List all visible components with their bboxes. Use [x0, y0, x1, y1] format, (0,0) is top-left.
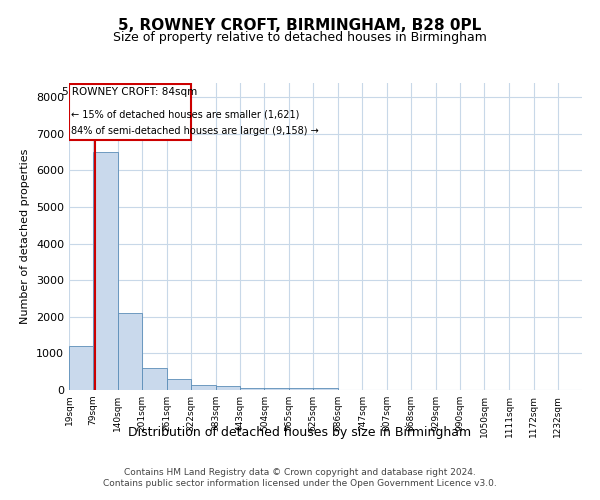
- Bar: [142, 368, 167, 390]
- Text: Size of property relative to detached houses in Birmingham: Size of property relative to detached ho…: [113, 31, 487, 44]
- Bar: [313, 388, 338, 390]
- Text: Distribution of detached houses by size in Birmingham: Distribution of detached houses by size …: [128, 426, 472, 439]
- Bar: [240, 388, 265, 390]
- Text: Contains HM Land Registry data © Crown copyright and database right 2024.: Contains HM Land Registry data © Crown c…: [124, 468, 476, 477]
- Text: 5, ROWNEY CROFT, BIRMINGHAM, B28 0PL: 5, ROWNEY CROFT, BIRMINGHAM, B28 0PL: [118, 18, 482, 32]
- Text: ← 15% of detached houses are smaller (1,621): ← 15% of detached houses are smaller (1,…: [71, 110, 299, 120]
- Bar: [215, 386, 240, 390]
- Bar: [93, 152, 118, 390]
- Bar: [289, 388, 313, 390]
- Y-axis label: Number of detached properties: Number of detached properties: [20, 148, 31, 324]
- Bar: [118, 313, 142, 390]
- Text: Contains public sector information licensed under the Open Government Licence v3: Contains public sector information licen…: [103, 480, 497, 488]
- FancyBboxPatch shape: [69, 84, 191, 140]
- Text: 84% of semi-detached houses are larger (9,158) →: 84% of semi-detached houses are larger (…: [71, 126, 319, 136]
- Bar: [167, 379, 191, 390]
- Bar: [265, 388, 289, 390]
- Bar: [69, 346, 93, 390]
- Bar: [191, 384, 215, 390]
- Text: 5 ROWNEY CROFT: 84sqm: 5 ROWNEY CROFT: 84sqm: [62, 88, 197, 98]
